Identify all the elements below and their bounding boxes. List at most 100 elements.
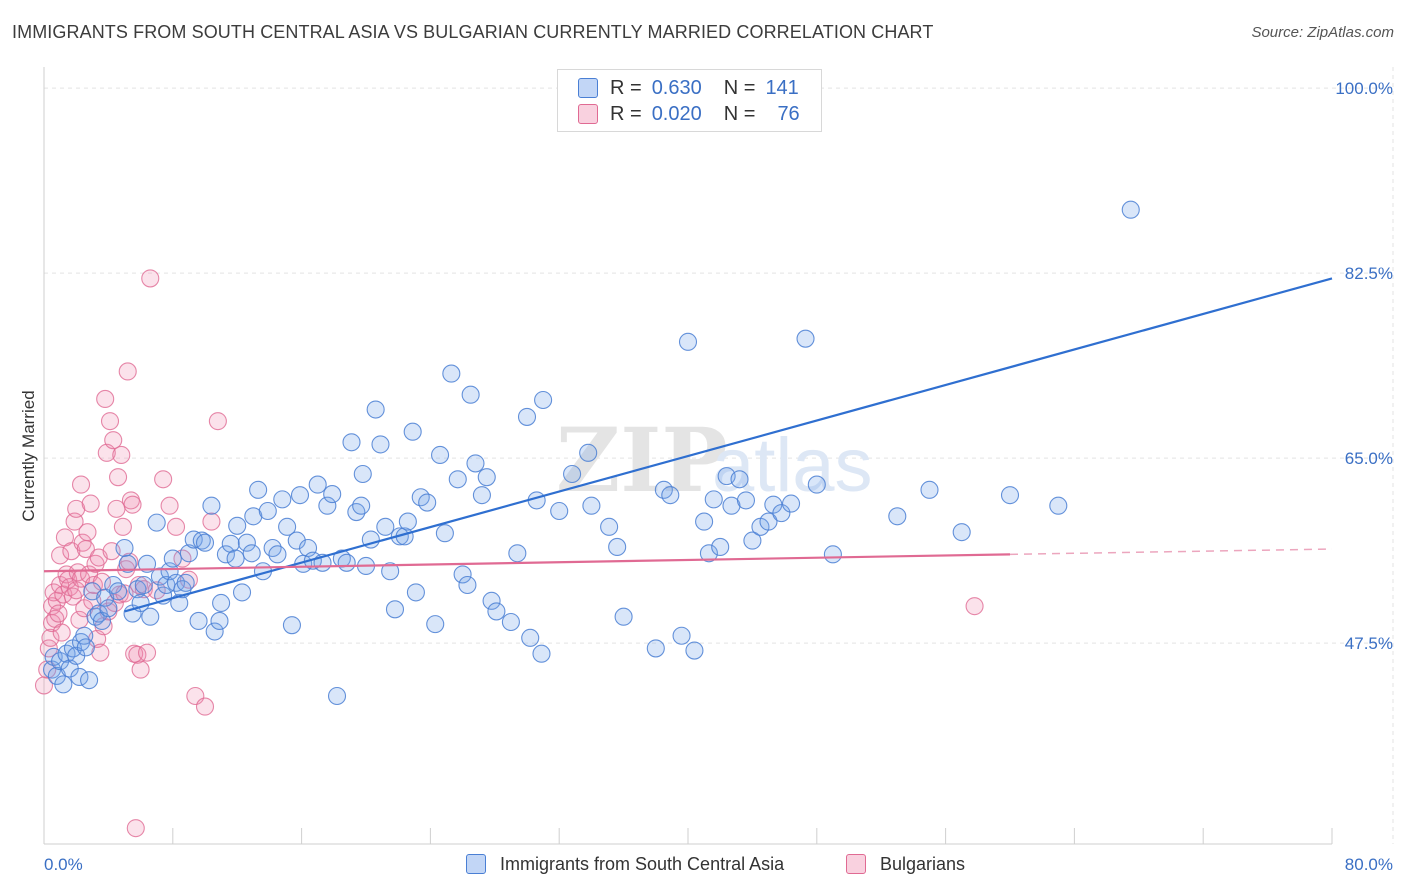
south-central-asia-point [226,549,245,568]
south-central-asia-point [258,501,277,521]
bulgarians-point [208,412,227,431]
south-central-asia-point [287,531,306,550]
south-central-asia-trend-line [124,277,1333,613]
south-central-asia-point [385,600,405,619]
bulgarians-point [78,523,97,542]
south-central-asia-point [521,628,540,647]
watermark-atlas: atlas [712,423,873,508]
bulgarians-point [141,269,160,288]
south-central-asia-point [210,611,229,630]
y-tick-label: 47.5% [1345,634,1393,653]
bulgarians-point [49,604,68,623]
bulgarians-point [52,623,71,642]
south-central-asia-point [418,493,437,512]
south-central-asia-point [176,573,195,592]
bulgarians-trend-line-extension [1009,548,1333,556]
bottom-legend-swatch-pink [846,854,866,874]
bulgarians-trend-line [43,553,1011,573]
south-central-asia-point [759,512,778,531]
south-central-asia-point [461,385,480,404]
legend-n-label: N = [723,76,756,99]
bulgarians-point [166,517,186,536]
south-central-asia-point [163,549,182,568]
bulgarians-point [104,431,123,450]
south-central-asia-point [678,332,698,351]
south-central-asia-point [532,644,551,663]
south-central-asia-point [371,435,390,454]
south-central-asia-point [376,517,395,536]
bulgarians-point [96,389,115,408]
bulgarians-point [131,660,150,679]
bulgarians-point [41,628,60,647]
south-central-asia-point [472,486,491,505]
south-central-asia-point [273,490,292,509]
bulgarians-point [202,512,221,531]
legend-swatch-pink [578,104,598,124]
bulgarians-point [134,580,153,599]
bulgarians-point [81,494,100,513]
bulgarians-point [100,412,120,431]
south-central-asia-point [205,622,224,641]
y-axis-label: Currently Married [19,390,38,521]
south-central-asia-point [1121,200,1140,219]
y-tick-label: 82.5% [1345,264,1393,283]
south-central-asia-point [337,553,356,572]
south-central-asia-point [381,562,400,581]
south-central-asia-point [695,512,714,531]
south-central-asia-point [141,607,160,626]
bottom-legend-swatch-blue [466,854,486,874]
south-central-asia-point [711,537,730,556]
south-central-asia-point [202,496,221,515]
south-central-asia-point [1000,486,1020,505]
south-central-asia-point [796,329,815,348]
south-central-asia-point [448,470,467,489]
south-central-asia-point [466,454,485,473]
south-central-asia-point [99,599,118,618]
y-tick-label: 100.0% [1335,79,1393,98]
bulgarians-point [67,581,86,600]
south-central-asia-point [278,517,297,536]
south-central-asia-point [458,575,477,595]
south-central-asia-point [699,544,718,563]
south-central-asia-point [170,593,189,613]
legend-r-value: 0.630 [651,76,702,99]
bulgarians-point [160,496,179,515]
south-central-asia-point [237,533,256,552]
south-central-asia-point [195,533,215,552]
south-central-asia-point [308,475,327,494]
south-central-asia-point [327,686,347,706]
south-central-asia-point [137,554,157,573]
south-central-asia-point [807,475,826,494]
south-central-asia-point [888,507,907,526]
south-central-asia-point [366,400,385,419]
bottom-legend-item-bulgarians: Bulgarians [846,851,965,877]
south-central-asia-point [431,445,450,465]
south-central-asia-point [282,616,301,635]
south-central-asia-point [920,480,939,499]
legend-swatch-blue [578,78,598,98]
bulgarians-point [126,819,145,838]
south-central-asia-point [352,496,371,515]
south-central-asia-point [442,364,461,383]
south-central-asia-point [318,496,337,515]
legend-n-label: N = [723,102,756,125]
south-central-asia-point [134,575,153,595]
south-central-asia-point [501,612,520,632]
south-central-asia-point [216,545,235,564]
south-central-asia-point [730,470,749,489]
south-central-asia-point [487,602,506,621]
legend-r-label: R = [610,102,642,125]
legend-row-bulgarians: R = 0.020 N = 76 [578,101,800,127]
south-central-asia-point [398,512,417,531]
south-central-asia-point [323,485,342,504]
south-central-asia-point [228,516,247,535]
south-central-asia-points [42,200,1140,706]
bulgarians-point [195,697,215,716]
south-central-asia-point [109,582,128,601]
legend-r-label: R = [610,76,642,99]
south-central-asia-point [189,611,208,630]
south-central-asia-point [781,494,801,513]
south-central-asia-point [115,538,134,558]
south-central-asia-point [672,626,691,645]
south-central-asia-point [563,464,582,484]
